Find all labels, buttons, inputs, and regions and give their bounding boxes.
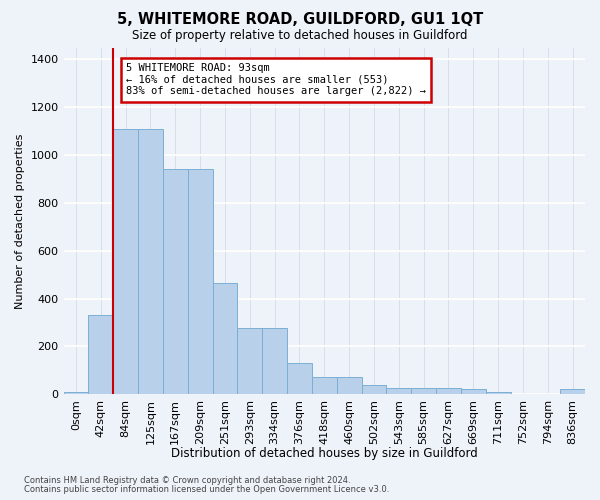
Bar [163, 170, 188, 394]
Bar [485, 392, 511, 394]
Bar [560, 390, 585, 394]
Bar [113, 129, 138, 394]
Text: Size of property relative to detached houses in Guildford: Size of property relative to detached ho… [132, 29, 468, 42]
Bar [386, 388, 411, 394]
Bar [461, 390, 485, 394]
Text: Contains HM Land Registry data © Crown copyright and database right 2024.: Contains HM Land Registry data © Crown c… [24, 476, 350, 485]
Bar [411, 388, 436, 394]
Text: Contains public sector information licensed under the Open Government Licence v3: Contains public sector information licen… [24, 485, 389, 494]
Bar [287, 363, 312, 394]
Y-axis label: Number of detached properties: Number of detached properties [15, 133, 25, 308]
Bar [262, 328, 287, 394]
X-axis label: Distribution of detached houses by size in Guildford: Distribution of detached houses by size … [171, 447, 478, 460]
Bar [436, 388, 461, 394]
Text: 5, WHITEMORE ROAD, GUILDFORD, GU1 1QT: 5, WHITEMORE ROAD, GUILDFORD, GU1 1QT [117, 12, 483, 28]
Bar [312, 378, 337, 394]
Bar [88, 316, 113, 394]
Bar [138, 129, 163, 394]
Bar [212, 283, 238, 394]
Bar [238, 328, 262, 394]
Bar [337, 378, 362, 394]
Bar [362, 384, 386, 394]
Bar [64, 392, 88, 394]
Text: 5 WHITEMORE ROAD: 93sqm
← 16% of detached houses are smaller (553)
83% of semi-d: 5 WHITEMORE ROAD: 93sqm ← 16% of detache… [126, 63, 426, 96]
Bar [188, 170, 212, 394]
